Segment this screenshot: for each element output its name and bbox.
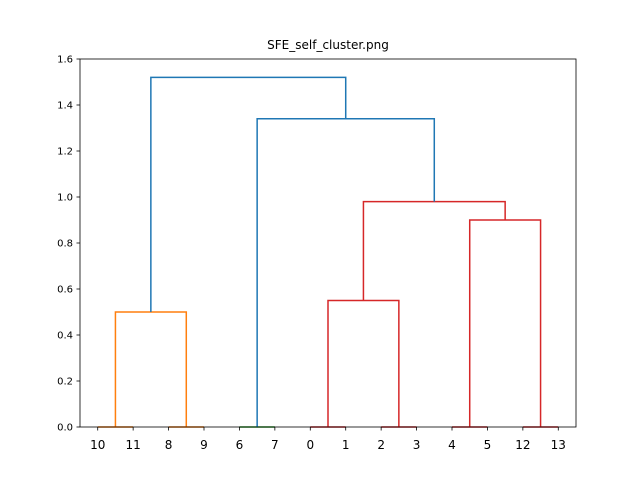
leaf-label: 12 bbox=[515, 438, 530, 452]
y-tick-label: 0.6 bbox=[57, 285, 73, 296]
leaf-label: 13 bbox=[551, 438, 566, 452]
leaf-label: 7 bbox=[271, 438, 279, 452]
leaf-label: 0 bbox=[306, 438, 314, 452]
y-tick-label: 0.8 bbox=[57, 239, 73, 250]
leaf-label: 5 bbox=[484, 438, 492, 452]
dendrogram-link-12 bbox=[150, 76, 347, 312]
chart-title: SFE_self_cluster.png bbox=[267, 38, 389, 52]
dendrogram-link-9 bbox=[468, 219, 542, 427]
y-tick-label: 1.4 bbox=[57, 101, 73, 112]
leaf-label: 6 bbox=[236, 438, 244, 452]
leaf-label: 1 bbox=[342, 438, 350, 452]
leaf-label: 4 bbox=[448, 438, 456, 452]
dendrogram-links bbox=[97, 76, 559, 428]
dendrogram-link-11 bbox=[256, 118, 436, 427]
x-axis: 10 11 8 9 6 7 0 1 2 3 4 5 12 13 bbox=[90, 427, 566, 452]
leaf-label: 11 bbox=[126, 438, 141, 452]
leaf-label: 9 bbox=[200, 438, 208, 452]
y-tick-label: 0.4 bbox=[57, 331, 73, 342]
leaf-label: 8 bbox=[165, 438, 173, 452]
y-tick-label: 0.2 bbox=[57, 377, 73, 388]
y-axis: 0.0 0.2 0.4 0.6 0.8 1.0 1.2 1.4 1.6 bbox=[57, 55, 80, 434]
leaf-label: 2 bbox=[377, 438, 385, 452]
dendrogram-link-7 bbox=[114, 311, 188, 427]
dendrogram-link-10 bbox=[362, 200, 506, 301]
leaf-label: 10 bbox=[90, 438, 105, 452]
dendrogram-link-8 bbox=[327, 299, 400, 427]
y-tick-label: 1.0 bbox=[57, 193, 73, 204]
y-tick-label: 1.2 bbox=[57, 147, 73, 158]
plot-frame bbox=[79, 58, 577, 428]
y-tick-label: 0.0 bbox=[57, 423, 73, 434]
leaf-label: 3 bbox=[413, 438, 421, 452]
y-tick-label: 1.6 bbox=[57, 55, 73, 66]
